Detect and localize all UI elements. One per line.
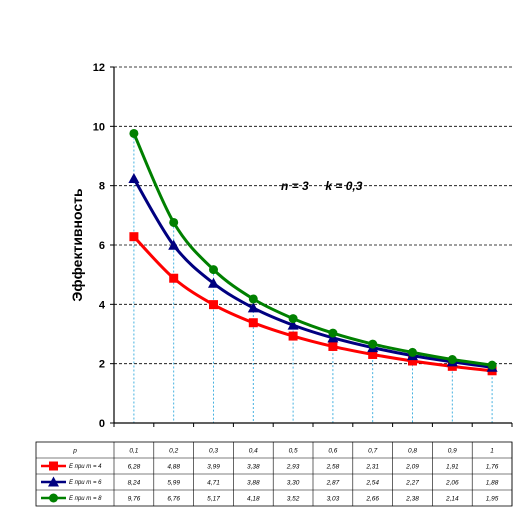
y-axis-label: Эффективность — [69, 188, 85, 302]
data-point — [487, 360, 497, 370]
table-value: 2,06 — [445, 480, 459, 487]
data-point — [408, 356, 417, 366]
table-value: 4,88 — [167, 464, 180, 471]
table-value: 3,38 — [247, 464, 260, 471]
data-point — [248, 318, 258, 328]
table-value: 4,18 — [247, 496, 260, 503]
data-point — [408, 347, 417, 357]
table-value: 2,66 — [365, 496, 379, 503]
data-point — [209, 300, 218, 310]
table-header-cell: 0,8 — [408, 448, 417, 455]
legend-label: E при m = 8 — [69, 496, 102, 502]
table-header-cell: 0,9 — [448, 448, 457, 455]
data-point — [168, 239, 180, 250]
table-value: 9,76 — [128, 496, 141, 503]
table-header-label: p — [72, 448, 77, 455]
table-value: 3,52 — [287, 496, 300, 503]
y-tick-label: 12 — [93, 62, 105, 74]
y-tick-label: 4 — [99, 299, 106, 311]
table-header-cell: 0,2 — [169, 448, 178, 455]
data-point — [288, 314, 298, 324]
data-point — [447, 355, 457, 365]
data-point — [128, 173, 140, 184]
table-value: 4,71 — [207, 480, 220, 487]
data-point — [169, 217, 179, 227]
table-value: 6,76 — [167, 496, 180, 503]
y-tick-label: 0 — [99, 418, 105, 430]
table-value: 2,09 — [405, 464, 419, 471]
legend-marker — [48, 476, 59, 487]
data-point — [209, 265, 218, 275]
table-value: 1,88 — [486, 480, 499, 487]
legend-marker — [49, 493, 58, 503]
data-point — [129, 232, 139, 242]
data-point — [328, 328, 338, 338]
table-value: 3,99 — [207, 464, 220, 471]
series-line — [132, 177, 493, 369]
series-line — [132, 132, 493, 367]
table-header-cell: 0,6 — [328, 448, 337, 455]
legend-label: E при m = 4 — [69, 464, 102, 470]
table-value: 6,28 — [128, 464, 141, 471]
data-point — [208, 277, 219, 288]
table-header-cell: 0,5 — [289, 448, 298, 455]
data-point — [169, 273, 179, 283]
droplines — [133, 133, 493, 423]
data-point — [248, 294, 258, 304]
table-header-cell: 1 — [490, 448, 494, 455]
table-value: 3,03 — [327, 496, 340, 503]
grid — [114, 66, 512, 365]
table-header-cell: 0,4 — [249, 448, 258, 455]
data-point — [368, 349, 378, 359]
table-value: 1,76 — [486, 464, 499, 471]
table-value: 2,27 — [405, 480, 419, 487]
table-value: 3,88 — [247, 480, 260, 487]
table-value: 2,38 — [405, 496, 419, 503]
data-point — [288, 331, 298, 341]
y-tick-label: 6 — [99, 240, 105, 252]
table-value: 2,58 — [326, 464, 340, 471]
table-header-cell: 0,7 — [368, 448, 377, 455]
y-tick-label: 10 — [93, 121, 105, 133]
legend-label: E при m = 6 — [69, 480, 102, 486]
table-value: 3,30 — [287, 480, 300, 487]
series-line — [132, 235, 493, 373]
chart-annotation: n = 3 k = 0,3 — [281, 179, 363, 193]
data-point — [247, 302, 259, 313]
data-point — [287, 319, 299, 330]
table-value: 8,24 — [128, 480, 141, 487]
table-header-cell: 0,1 — [129, 448, 138, 455]
table-value: 5,17 — [207, 496, 220, 503]
table-value: 5,99 — [167, 480, 180, 487]
data-point — [129, 128, 139, 138]
table-value: 2,93 — [286, 464, 300, 471]
table-value: 1,91 — [446, 464, 459, 471]
series-group — [128, 128, 498, 376]
legend-marker — [49, 461, 58, 471]
data-point — [368, 339, 378, 349]
data-table: p 0,1 0,2 0,3 0,4 0,5 0,6 0,7 0,8 0,9 1 E при m = 4… — [35, 441, 513, 507]
axes: 0 2 4 6 8 10 12 — [93, 62, 513, 430]
table-value: 2,14 — [445, 496, 459, 503]
table-value: 2,87 — [326, 480, 340, 487]
y-tick-label: 2 — [99, 359, 105, 371]
table-value: 2,31 — [365, 464, 379, 471]
table-header-cell: 0,3 — [209, 448, 218, 455]
table-value: 2,54 — [365, 480, 379, 487]
data-point — [328, 341, 338, 351]
y-tick-label: 8 — [99, 181, 105, 193]
table-value: 1,95 — [486, 496, 499, 503]
